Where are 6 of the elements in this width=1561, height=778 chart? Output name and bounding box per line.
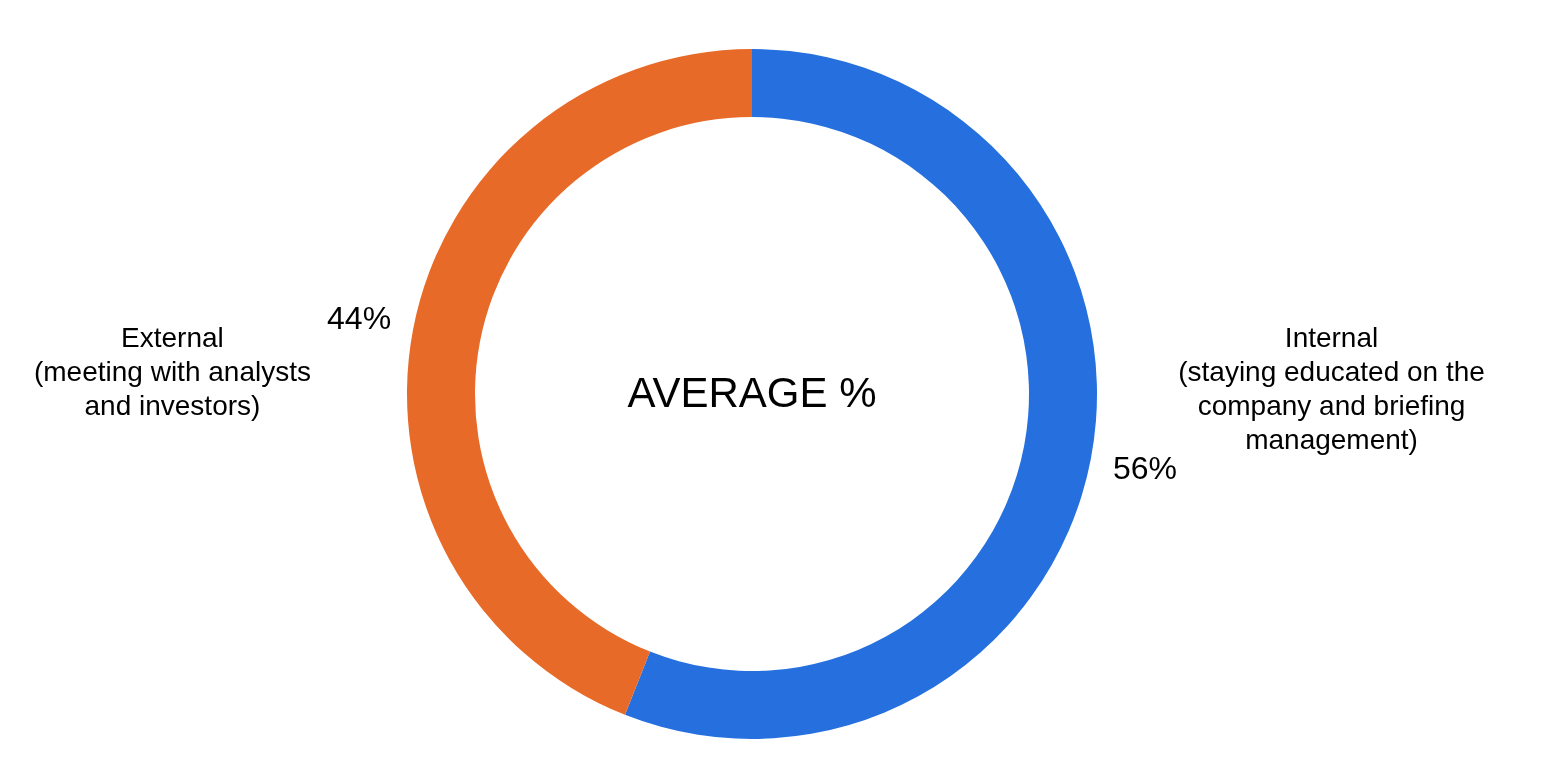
donut-slice <box>625 49 1097 739</box>
data-label: 44% <box>327 300 392 337</box>
text: AVERAGE % <box>627 369 877 416</box>
slice-label: Internal (staying educated on the company and briefing management) <box>1178 322 1485 455</box>
slice-label: External (meeting with analysts and investors) <box>33 322 311 421</box>
data-label: 56% <box>1112 449 1177 486</box>
